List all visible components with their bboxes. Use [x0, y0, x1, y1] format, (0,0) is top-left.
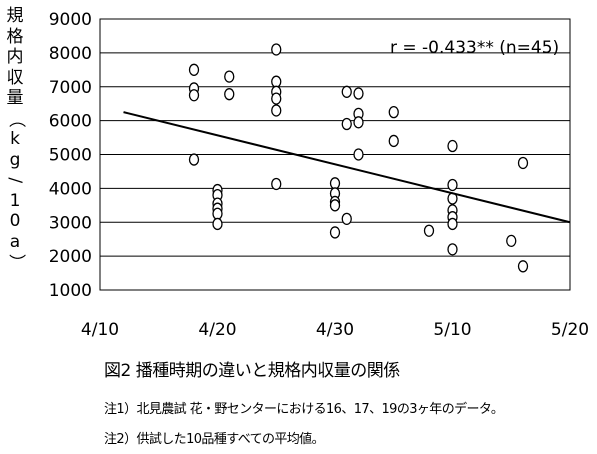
- y-tick-label: 7000: [49, 78, 92, 98]
- data-point: [353, 148, 364, 161]
- x-tick-label: 4/30: [316, 320, 354, 340]
- figure-title: 図2 播種時期の違いと規格内収量の関係: [104, 361, 400, 381]
- data-point: [517, 156, 529, 170]
- data-point: [517, 260, 529, 273]
- data-point: [188, 63, 200, 76]
- y-axis-label-char: 収: [6, 67, 24, 88]
- data-point: [447, 178, 458, 192]
- grid-lines: [100, 18, 570, 291]
- y-axis-label-char: 1: [9, 190, 21, 211]
- data-point: [224, 70, 235, 83]
- data-points: [188, 43, 529, 273]
- data-point: [271, 104, 282, 117]
- data-point: [388, 106, 399, 119]
- data-point: [188, 89, 200, 102]
- data-point: [506, 234, 517, 248]
- data-point: [271, 75, 282, 88]
- y-axis-label-char: 量: [6, 88, 24, 108]
- y-axis-label-char: /: [5, 177, 26, 184]
- y-tick-label: 3000: [49, 213, 92, 233]
- y-axis-label-char: k: [10, 129, 20, 149]
- data-point: [224, 88, 235, 101]
- x-tick-label: 4/10: [81, 320, 119, 340]
- data-point: [353, 116, 364, 129]
- x-tick-label: 4/20: [198, 320, 236, 340]
- scatter-chart: 1000 2000 3000 4000 5000 6000 7000 8000 9000 4/1…: [49, 10, 589, 340]
- data-point: [447, 243, 458, 256]
- y-axis-label-char: （: [5, 110, 26, 128]
- y-tick-label: 1000: [49, 281, 92, 301]
- y-axis-label: 規格内収量 （k g / 1 0 a）: [2, 6, 28, 273]
- y-axis-label-char: 格: [6, 26, 24, 47]
- data-point: [388, 134, 399, 148]
- data-point: [271, 177, 282, 191]
- data-point: [423, 224, 435, 237]
- y-tick-label: 4000: [49, 179, 92, 199]
- data-point: [329, 199, 341, 212]
- y-tick-label: 2000: [49, 247, 92, 267]
- data-point: [271, 43, 282, 56]
- y-tick-label: 5000: [49, 146, 92, 166]
- data-point: [329, 177, 341, 190]
- data-point: [447, 217, 458, 231]
- y-axis-label-char: 内: [6, 47, 24, 67]
- trendline: [123, 111, 571, 224]
- y-tick-label: 9000: [49, 10, 92, 30]
- data-point: [212, 217, 223, 231]
- y-axis-label-char: a: [9, 231, 21, 252]
- plot-area-frame: [99, 18, 571, 291]
- data-point: [329, 226, 341, 239]
- y-axis-label-char: 規: [6, 6, 24, 26]
- x-tick-label: 5/10: [433, 320, 471, 340]
- y-tick-label: 6000: [49, 112, 92, 132]
- data-point: [271, 92, 282, 105]
- y-axis-label-char: ）: [5, 253, 26, 271]
- y-tick-label: 8000: [49, 44, 92, 64]
- data-point: [341, 117, 352, 131]
- data-point: [447, 139, 458, 153]
- y-axis-label-char: g: [9, 149, 21, 170]
- correlation-annotation: r = -0.433** (n=45): [390, 38, 559, 58]
- data-point: [341, 85, 352, 98]
- data-point: [188, 153, 200, 166]
- x-tick-label: 5/20: [551, 320, 589, 340]
- data-point: [212, 207, 223, 220]
- note-1: 注1）北見農試 花・野センターにおける16、17、19の3ヶ年のデータ。: [104, 402, 504, 417]
- y-tick-labels: 1000 2000 3000 4000 5000 6000 7000 8000 9000: [49, 10, 92, 301]
- y-axis-label-char: 0: [9, 211, 21, 231]
- x-tick-labels: 4/10 4/20 4/30 5/10 5/20: [81, 320, 589, 340]
- data-point: [341, 212, 352, 226]
- note-2: 注2）供試した10品種すべての平均値。: [104, 432, 325, 447]
- data-point: [353, 87, 364, 100]
